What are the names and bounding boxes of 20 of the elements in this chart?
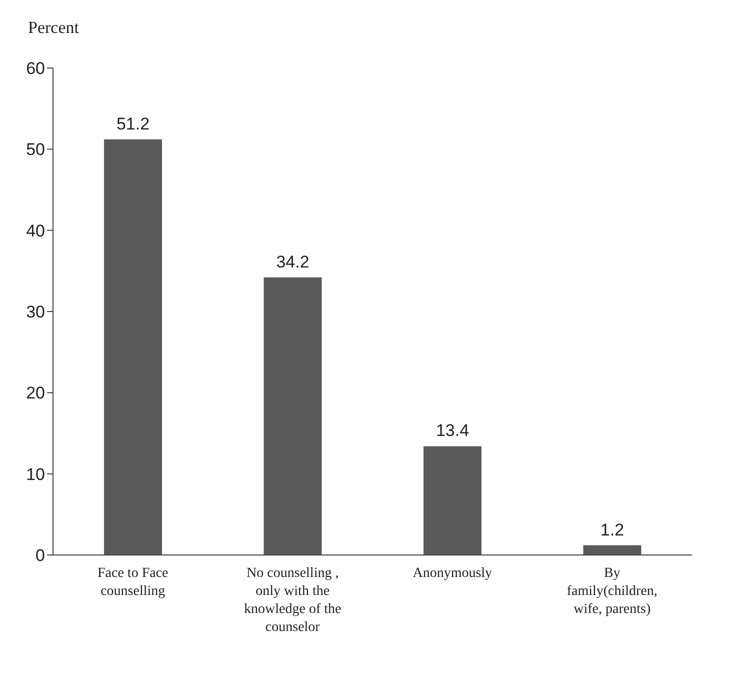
x-tick-label: Face to Face counselling: [98, 566, 168, 599]
y-tick-label: 40: [26, 221, 45, 240]
data-label: 1.2: [600, 520, 624, 540]
y-tick-label: 10: [26, 464, 45, 484]
y-tick-label: 50: [26, 140, 45, 160]
bar: [424, 446, 482, 555]
x-tick-label: No counselling , only with the knowledge of the counselor: [244, 566, 342, 635]
y-tick-label: 20: [26, 384, 45, 403]
bar: [264, 277, 322, 555]
data-label: 13.4: [436, 421, 470, 440]
y-tick-label: 0: [36, 546, 45, 566]
y-tick-label: 60: [26, 59, 45, 78]
x-tick-label: Anonymously: [412, 566, 492, 581]
bar: [583, 545, 642, 555]
y-axis-title: Percent: [28, 18, 79, 38]
data-label: 51.2: [116, 114, 150, 134]
y-tick-label: 30: [26, 302, 45, 322]
x-tick-label: By family(children, wife, parents): [566, 566, 658, 617]
bar: [104, 139, 162, 555]
data-label: 34.2: [276, 252, 310, 272]
